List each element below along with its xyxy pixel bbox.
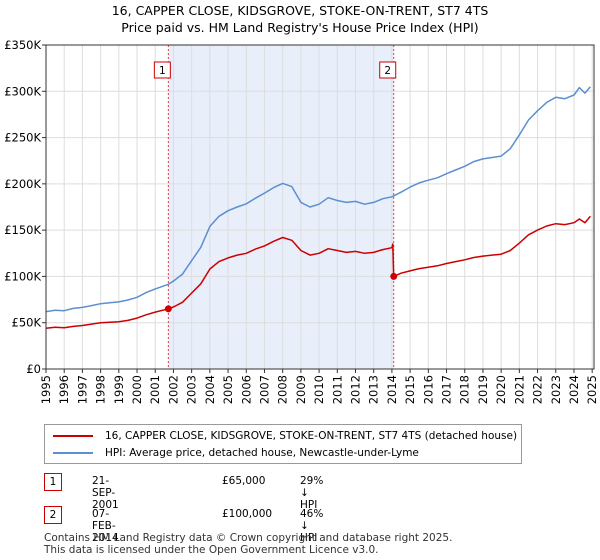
- x-tick-label: 1998: [94, 375, 108, 404]
- legend-swatch-hpi: [53, 452, 93, 454]
- chart-series: [45, 86, 591, 330]
- x-tick-label: 1999: [112, 375, 126, 404]
- sale-hpi-diff: 29% ↓ HPI: [300, 475, 324, 511]
- x-tick-label: 1996: [57, 375, 71, 404]
- sale-marker-label: 2: [384, 65, 391, 77]
- x-tick-label: 2019: [476, 375, 490, 404]
- property-price-line: [45, 215, 591, 330]
- legend-label-property: 16, CAPPER CLOSE, KIDSGROVE, STOKE-ON-TR…: [105, 430, 518, 442]
- sale-date: 07-FEB-2014: [92, 508, 119, 544]
- y-tick-label: £250K: [4, 131, 41, 145]
- y-axis-ticks: £0 £50K £100K £150K £200K £250K £300K £350K: [4, 38, 46, 376]
- sale-hpi-diff: 46% ↓ HPI: [300, 508, 324, 544]
- x-tick-label: 2020: [494, 375, 508, 404]
- x-tick-label: 2014: [385, 375, 399, 404]
- sale-point: [164, 305, 172, 313]
- x-tick-label: 2002: [166, 375, 180, 404]
- chart-title: 16, CAPPER CLOSE, KIDSGROVE, STOKE-ON-TR…: [111, 3, 489, 18]
- y-tick-label: £100K: [4, 269, 41, 283]
- legend-swatch-property: [53, 435, 93, 437]
- x-tick-label: 2024: [567, 375, 581, 404]
- sale-badge: 1: [44, 473, 62, 491]
- x-tick-label: 2001: [148, 375, 162, 404]
- x-tick-label: 2023: [549, 375, 563, 404]
- legend: 16, CAPPER CLOSE, KIDSGROVE, STOKE-ON-TR…: [44, 424, 522, 464]
- x-tick-label: 2013: [367, 375, 381, 404]
- x-tick-label: 2009: [294, 375, 308, 404]
- x-tick-label: 2021: [512, 375, 526, 404]
- x-tick-label: 2025: [585, 375, 599, 404]
- x-tick-label: 2016: [421, 375, 435, 404]
- x-tick-label: 2005: [221, 375, 235, 404]
- hpi-line: [45, 86, 591, 313]
- footer-licence: This data is licensed under the Open Gov…: [44, 544, 379, 556]
- x-tick-label: 2018: [458, 375, 472, 404]
- x-tick-label: 1995: [39, 375, 53, 404]
- chart-subtitle: Price paid vs. HM Land Registry's House …: [121, 20, 479, 35]
- sale-badge: 2: [44, 506, 62, 524]
- sale-price: £65,000: [222, 475, 266, 487]
- y-tick-label: £150K: [4, 223, 41, 237]
- sale-marker-box: [153, 61, 171, 79]
- x-tick-label: 2022: [531, 375, 545, 404]
- sale-period-shading: [168, 45, 394, 369]
- x-axis-ticks: 1995 1996 1997 1998 1999 2000 2001 2002 2003 2004…: [39, 369, 599, 404]
- y-tick-label: £50K: [12, 316, 42, 330]
- x-tick-label: 2015: [403, 375, 417, 404]
- x-tick-label: 2008: [276, 375, 290, 404]
- y-tick-label: £0: [26, 362, 41, 376]
- legend-item-hpi: HPI: Average price, detached house, Newc…: [53, 445, 419, 461]
- x-tick-label: 2012: [349, 375, 363, 404]
- sale-marker-box: [379, 61, 397, 79]
- x-tick-label: 2017: [440, 375, 454, 404]
- sale-date: 21-SEP-2001: [92, 475, 119, 511]
- x-tick-label: 2011: [330, 375, 344, 404]
- x-tick-label: 2007: [257, 375, 271, 404]
- y-tick-label: £300K: [4, 84, 41, 98]
- footer-copyright: Contains HM Land Registry data © Crown c…: [44, 532, 453, 544]
- y-tick-label: £200K: [4, 177, 41, 191]
- sale-points: [164, 272, 398, 313]
- x-tick-label: 2000: [130, 375, 144, 404]
- legend-item-property: 16, CAPPER CLOSE, KIDSGROVE, STOKE-ON-TR…: [53, 428, 517, 444]
- sale-price: £100,000: [222, 508, 273, 520]
- x-tick-label: 2006: [239, 375, 253, 404]
- plot-frame: [45, 44, 595, 370]
- x-tick-label: 2004: [203, 375, 217, 404]
- x-tick-label: 2003: [185, 375, 199, 404]
- sale-marker-label: 1: [159, 65, 166, 77]
- x-tick-label: 1997: [75, 375, 89, 404]
- x-tick-label: 2010: [312, 375, 326, 404]
- y-tick-label: £350K: [4, 38, 41, 52]
- sale-point: [390, 272, 398, 280]
- sale-marker-lines: [167, 45, 395, 369]
- legend-label-hpi: HPI: Average price, detached house, Newc…: [105, 447, 419, 459]
